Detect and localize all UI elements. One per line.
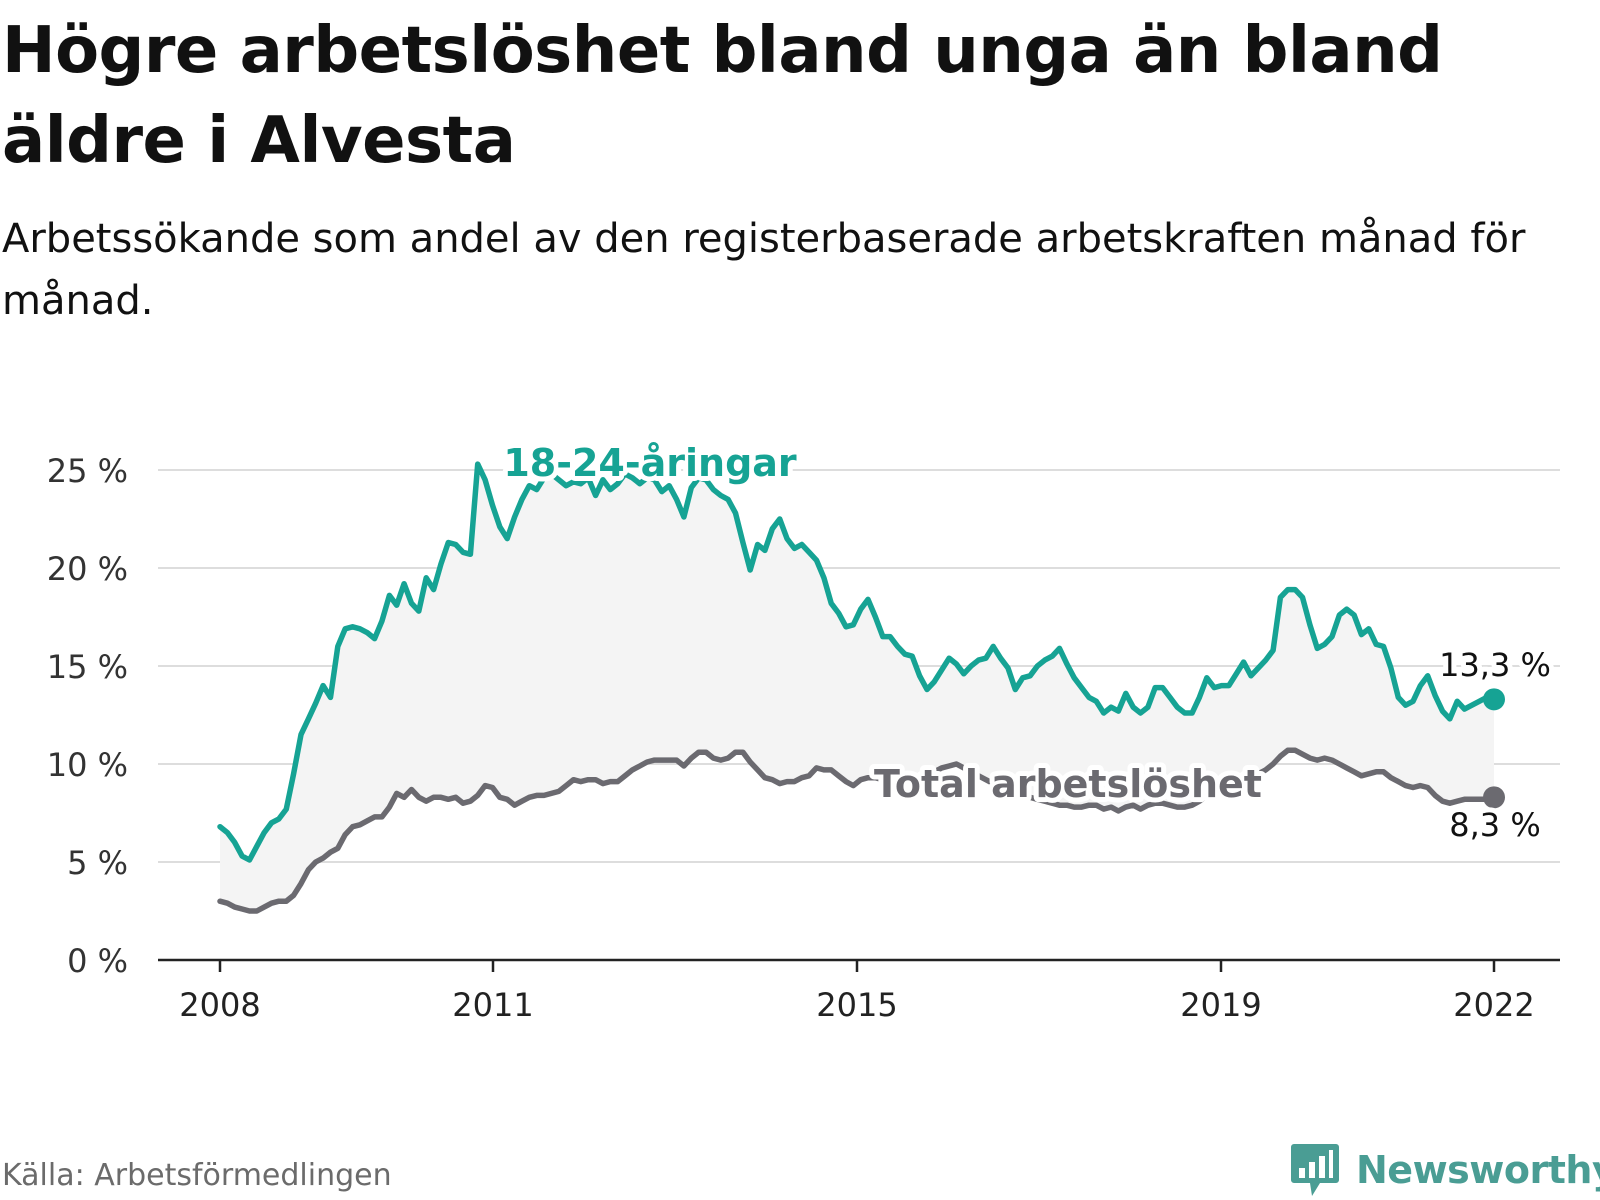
total-end-point — [1483, 786, 1505, 809]
series-labels: 18-24-åringar Total arbetslöshet 13,3 % 8,3… — [498, 436, 1556, 849]
y-axis-ticks: 0 % 5 % 10 % 15 % 20 % 25 % — [47, 452, 128, 980]
x-tick-label: 2008 — [179, 986, 260, 1024]
x-tick-label: 2022 — [1453, 986, 1534, 1024]
x-axis: 2008 2011 2015 2019 2022 — [158, 958, 1560, 1024]
x-tick-label: 2019 — [1180, 986, 1261, 1024]
brand-logo[interactable]: Newsworthy — [1290, 1142, 1600, 1198]
series-label-total: Total arbetslöshet — [874, 762, 1262, 806]
series-label-youth: 18-24-åringar — [503, 441, 797, 485]
brand-name: Newsworthy — [1356, 1148, 1600, 1192]
y-tick-label: 25 % — [47, 452, 128, 490]
chart-subtitle: Arbetssökande som andel av den registerb… — [2, 216, 1526, 324]
shaded-band — [220, 464, 1494, 911]
line-chart: 0 %5 %10 %15 %20 %25 % 2008 2011 2015 2019 2… — [46, 436, 1560, 1024]
end-value-label-total: 8,3 % — [1449, 806, 1540, 844]
series-lines — [217, 461, 1505, 914]
youth-end-point — [1483, 688, 1505, 711]
source-note: Källa: Arbetsförmedlingen — [2, 1158, 392, 1193]
y-tick-label: 20 % — [47, 550, 128, 588]
x-tick-label: 2015 — [816, 986, 897, 1024]
y-tick-label: 15 % — [47, 648, 128, 686]
newsworthy-logo-icon — [1291, 1144, 1339, 1196]
end-value-label-youth: 13,3 % — [1439, 646, 1551, 684]
chart-title: Högre arbetslöshet bland unga än bland ä… — [2, 14, 1443, 178]
y-tick-label: 10 % — [47, 746, 128, 784]
youth-line — [217, 461, 1497, 863]
x-tick-label: 2011 — [452, 986, 533, 1024]
y-tick-label: 0 % — [67, 942, 128, 980]
y-tick-label: 5 % — [67, 844, 128, 882]
total-line — [217, 747, 1497, 914]
